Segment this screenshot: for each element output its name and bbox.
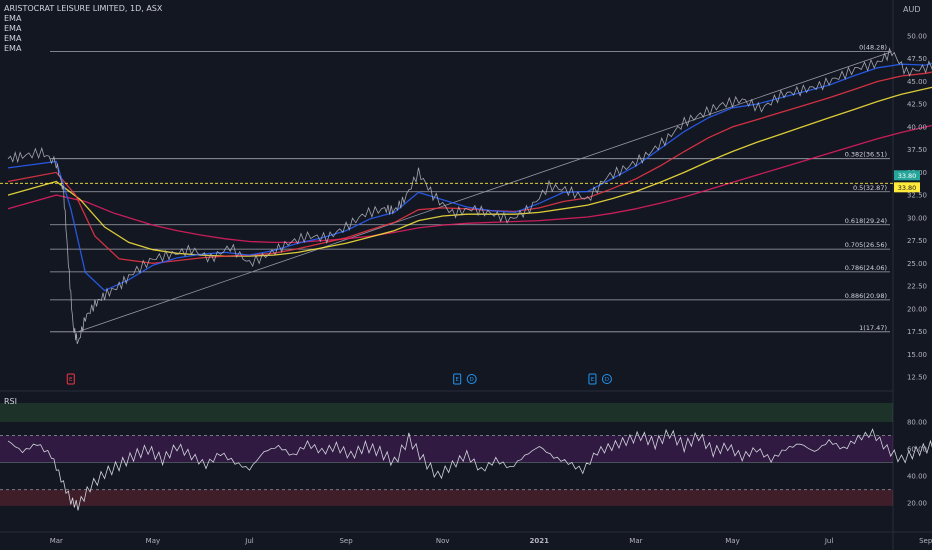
rsi-axis[interactable]: 80.00 60.00 40.00 20.00 (907, 418, 927, 507)
price-tick-label: 12.50 (907, 374, 927, 382)
rsi-tick-label: 80.00 (907, 418, 927, 426)
time-tick-label: Jul (244, 537, 254, 545)
rsi-top-zone (0, 403, 893, 422)
time-tick-label: Sep (919, 537, 932, 545)
rsi-series (7, 428, 932, 511)
last-price-badge-1 (894, 170, 920, 181)
fib-label: 0.886(20.98) (845, 292, 887, 300)
fib-trendline[interactable] (77, 51, 893, 333)
fib-label: 1(17.47) (859, 324, 887, 332)
time-tick-label: Mar (629, 537, 642, 545)
currency-label[interactable]: AUD (903, 5, 921, 14)
event-marker-label: D (605, 377, 609, 383)
event-marker-D[interactable] (601, 374, 612, 384)
event-marker-E[interactable] (588, 373, 597, 385)
price-tick-label: 50.00 (907, 33, 927, 41)
price-line[interactable] (7, 43, 932, 345)
time-tick-label: Jul (824, 537, 834, 545)
rsi-tick-label: 60.00 (907, 446, 927, 454)
event-marker-label: E (69, 377, 73, 383)
fib-label: 0.786(24.06) (845, 264, 887, 272)
price-tick-label: 37.50 (907, 146, 927, 154)
time-axis[interactable]: MarMayJulSepNov2021MarMayJulSepNov2022Ma… (0, 531, 932, 545)
time-tick-label: 2021 (530, 537, 550, 545)
fib-label: 0(48.28) (859, 44, 887, 52)
rsi-legend[interactable]: RSI (4, 397, 17, 406)
price-tick-label: 40.00 (907, 123, 927, 131)
event-marker-E[interactable] (453, 373, 462, 385)
last-price-badge-2 (894, 182, 920, 193)
rsi-tick-label: 20.00 (907, 500, 927, 508)
event-marker-E[interactable] (66, 373, 75, 385)
time-tick-label: Nov (436, 537, 450, 545)
ema-legend-1[interactable]: EMA (4, 14, 22, 23)
rsi-tick-label: 40.00 (907, 473, 927, 481)
event-marker-label: E (455, 377, 459, 383)
price-tick-label: 20.00 (907, 305, 927, 313)
price-tick-label: 30.00 (907, 214, 927, 222)
event-markers[interactable]: EEDEDESDE (66, 359, 932, 385)
event-marker-label: E (591, 377, 595, 383)
time-tick-label: May (146, 537, 160, 545)
rsi-zones (0, 0, 894, 550)
rsi-line[interactable] (7, 428, 932, 511)
fib-label: 0.618(29.24) (845, 217, 887, 225)
fib-label: 0.382(36.51) (845, 151, 887, 159)
chart-header: ARISTOCRAT LEISURE LIMITED, 1D, ASX EMA … (4, 4, 162, 54)
price-tick-label: 32.50 (907, 192, 927, 200)
time-tick-label: May (725, 537, 739, 545)
fib-label: 0.5(32.87) (853, 184, 887, 192)
price-tick-label: 25.00 (907, 260, 927, 268)
price-tick-label: 22.50 (907, 283, 927, 291)
last-price-label: 33.80 (898, 172, 917, 180)
fib-label: 0.705(26.56) (845, 241, 887, 249)
time-tick-label: Sep (339, 537, 353, 545)
ema-legend-2[interactable]: EMA (4, 24, 22, 33)
price-tick-label: 45.00 (907, 78, 927, 86)
ema_200-line[interactable] (7, 105, 932, 244)
event-marker-D[interactable] (466, 374, 477, 384)
fib-levels: 0(48.28) 0.382(36.51) 0.5(32.87) 0.618(29.2… (50, 44, 893, 333)
symbol-title[interactable]: ARISTOCRAT LEISURE LIMITED, 1D, ASX (4, 4, 163, 13)
last-price-label: 33.80 (898, 184, 917, 192)
price-series (7, 43, 932, 345)
price-tick-label: 17.50 (907, 328, 927, 336)
event-marker-label: D (470, 377, 474, 383)
ema-legend-3[interactable]: EMA (4, 34, 22, 43)
ema-legend-4[interactable]: EMA (4, 44, 22, 53)
rsi-overbought-zone (0, 435, 893, 463)
price-tick-label: 47.50 (907, 55, 927, 63)
time-tick-label: Mar (50, 537, 63, 545)
rsi-oversold-zone (0, 489, 893, 506)
last-price-marker: 33.80 33.80 (0, 170, 920, 193)
price-tick-label: 42.50 (907, 101, 927, 109)
price-tick-label: 15.00 (907, 351, 927, 359)
price-tick-label: 27.50 (907, 237, 927, 245)
